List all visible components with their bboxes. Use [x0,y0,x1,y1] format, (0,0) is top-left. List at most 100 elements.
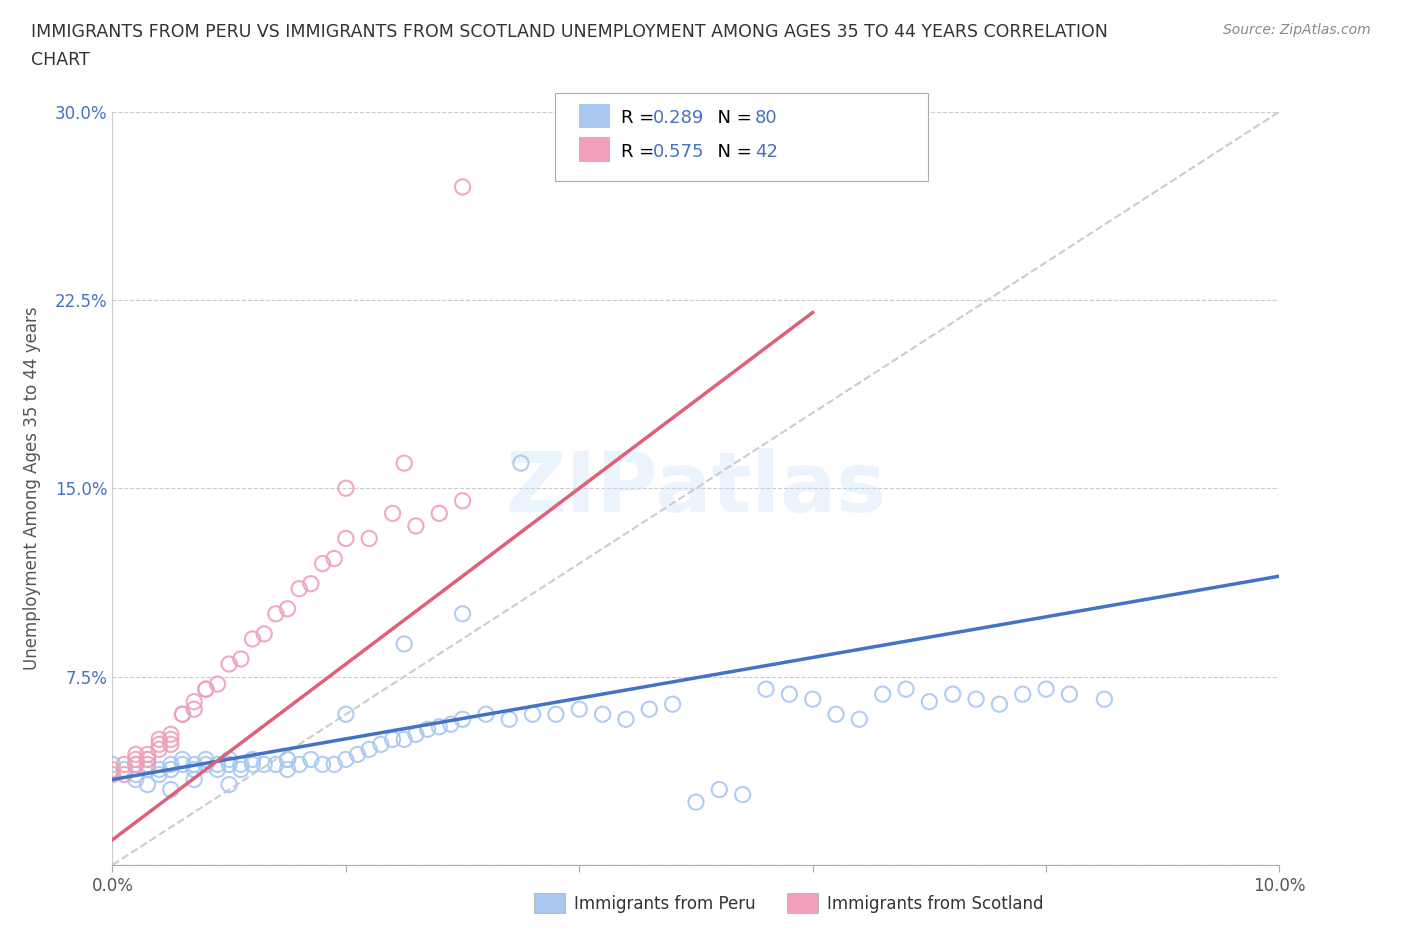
Point [160,727,183,742]
Point [346,747,368,762]
Text: N =: N = [706,142,758,161]
Point [323,551,346,566]
Point [394,456,416,471]
Point [242,631,264,646]
Point [661,697,683,711]
Point [276,752,298,767]
Point [218,657,240,671]
Point [160,737,183,751]
Point [125,752,148,767]
Point [136,752,159,767]
Point [965,692,987,707]
Point [148,737,170,751]
Point [801,692,824,707]
Point [125,772,148,787]
Point [148,732,170,747]
Point [194,752,217,767]
Point [498,711,520,726]
Point [160,732,183,747]
Text: CHART: CHART [31,51,90,69]
Point [335,531,357,546]
Point [381,732,404,747]
Point [440,717,463,732]
Point [242,757,264,772]
Point [194,757,217,772]
Point [112,767,135,782]
Point [136,757,159,772]
Point [229,757,252,772]
Point [731,787,754,802]
Point [160,757,183,772]
Point [101,757,124,772]
Point [183,757,205,772]
Point [125,747,148,762]
Point [229,762,252,777]
Point [253,757,276,772]
Text: N =: N = [706,109,758,127]
Point [381,506,404,521]
Text: R =: R = [621,142,661,161]
Point [218,777,240,792]
Point [359,742,381,757]
Point [359,531,381,546]
Point [207,757,229,772]
Point [172,707,194,722]
Point [918,694,941,710]
Point [427,506,450,521]
Text: 0.289: 0.289 [652,109,704,127]
Point [112,762,135,777]
Point [1035,682,1057,697]
Point [253,627,276,642]
Point [101,762,124,777]
Point [778,686,800,701]
Text: 0.575: 0.575 [652,142,704,161]
Point [160,782,183,797]
Point [311,556,333,571]
Text: Immigrants from Scotland: Immigrants from Scotland [827,895,1043,913]
Point [394,636,416,651]
Point [568,702,591,717]
Point [988,697,1011,711]
Point [544,707,567,722]
Point [183,762,205,777]
Point [638,702,661,717]
Point [1011,686,1033,701]
Point [160,762,183,777]
Point [194,682,217,697]
Point [172,707,194,722]
Text: 42: 42 [755,142,778,161]
Point [125,757,148,772]
Point [522,707,544,722]
Point [172,752,194,767]
Point [335,481,357,496]
Point [475,707,498,722]
Point [288,581,311,596]
Point [183,702,205,717]
Text: R =: R = [621,109,661,127]
Point [125,757,148,772]
Point [207,762,229,777]
Text: Immigrants from Peru: Immigrants from Peru [574,895,755,913]
Point [427,720,450,735]
Point [264,757,287,772]
Point [229,652,252,667]
Point [451,179,474,194]
Point [451,711,474,726]
Point [136,762,159,777]
Point [218,752,240,767]
Point [276,762,298,777]
Point [323,757,346,772]
Point [405,727,427,742]
Point [451,493,474,508]
Point [1094,692,1116,707]
Point [242,752,264,767]
Point [942,686,965,701]
Point [299,577,322,591]
Point [509,456,531,471]
Point [288,757,311,772]
Point [207,677,229,692]
Point [755,682,778,697]
Point [335,707,357,722]
Point [685,794,707,809]
Point [148,742,170,757]
